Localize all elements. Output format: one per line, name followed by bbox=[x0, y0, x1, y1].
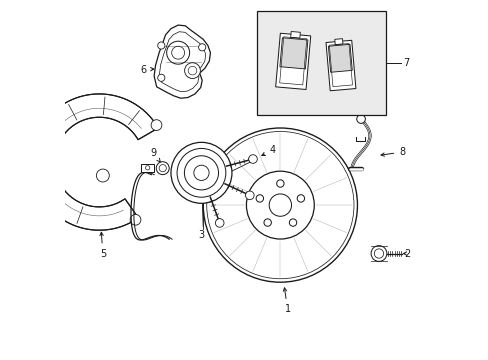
Circle shape bbox=[156, 162, 169, 175]
Text: 7: 7 bbox=[403, 58, 409, 68]
Circle shape bbox=[297, 195, 304, 202]
Polygon shape bbox=[154, 25, 210, 98]
Text: 8: 8 bbox=[380, 147, 405, 157]
Text: 5: 5 bbox=[100, 232, 106, 258]
Circle shape bbox=[289, 219, 296, 226]
Circle shape bbox=[264, 219, 271, 226]
Polygon shape bbox=[325, 40, 355, 91]
Circle shape bbox=[171, 142, 231, 203]
Text: 3: 3 bbox=[198, 230, 204, 240]
Circle shape bbox=[158, 74, 164, 81]
Circle shape bbox=[193, 165, 209, 180]
Polygon shape bbox=[334, 39, 342, 45]
Circle shape bbox=[215, 219, 224, 227]
Circle shape bbox=[151, 120, 162, 130]
Circle shape bbox=[248, 155, 257, 163]
Circle shape bbox=[166, 41, 189, 64]
Circle shape bbox=[96, 169, 109, 182]
Text: 9: 9 bbox=[150, 148, 161, 162]
Circle shape bbox=[276, 180, 284, 187]
Text: 4: 4 bbox=[261, 145, 275, 156]
Circle shape bbox=[356, 115, 365, 123]
Circle shape bbox=[256, 195, 263, 202]
Circle shape bbox=[198, 44, 205, 51]
Circle shape bbox=[158, 42, 164, 49]
Text: 1: 1 bbox=[283, 288, 290, 314]
Circle shape bbox=[370, 246, 386, 261]
Circle shape bbox=[184, 63, 200, 78]
Polygon shape bbox=[328, 44, 351, 72]
Bar bbox=[257, 12, 386, 116]
Circle shape bbox=[130, 215, 141, 225]
Circle shape bbox=[246, 171, 314, 239]
Polygon shape bbox=[31, 94, 158, 230]
Polygon shape bbox=[290, 32, 300, 38]
Text: 2: 2 bbox=[403, 248, 410, 258]
Bar bbox=[141, 164, 154, 172]
Circle shape bbox=[268, 194, 291, 216]
Circle shape bbox=[245, 191, 254, 200]
Polygon shape bbox=[275, 33, 310, 90]
Polygon shape bbox=[279, 38, 307, 69]
Text: 6: 6 bbox=[140, 64, 154, 75]
